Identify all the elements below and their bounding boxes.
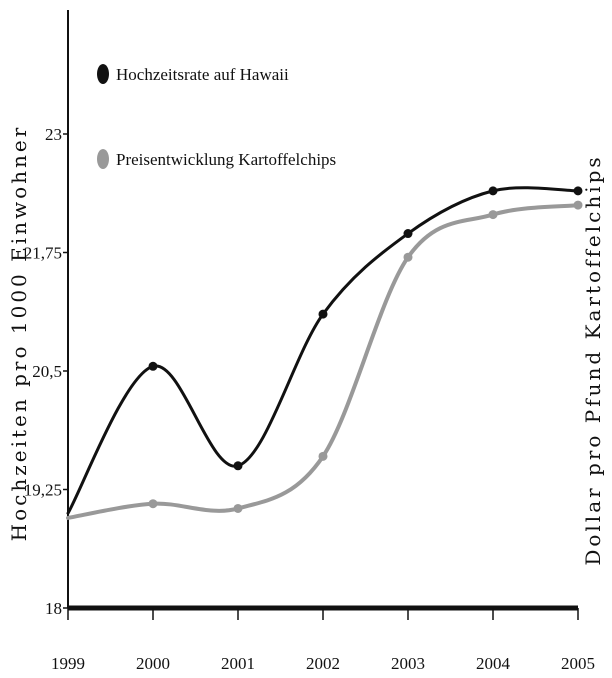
legend-swatch (97, 149, 109, 169)
data-point (488, 186, 498, 196)
series-line (66, 203, 580, 520)
x-axis: 1999 2000 2001 2002 2003 2004 2005 (51, 605, 595, 673)
data-point (488, 210, 498, 220)
data-point (318, 309, 328, 319)
y2-axis-title: Dollar pro Pfund Kartoffelchips (581, 154, 605, 565)
data-point (403, 252, 413, 262)
y2-axis-label: Dollar pro Pfund Kartoffelchips (581, 154, 605, 565)
y-axis: 18 19,25 20,5 21,75 23 (24, 10, 69, 618)
legend-label: Hochzeitsrate auf Hawaii (116, 65, 289, 84)
series-layer (66, 186, 583, 520)
x-tick-label: 2002 (306, 654, 340, 673)
data-point (233, 461, 243, 471)
data-point (403, 229, 413, 239)
y-axis-label: Hochzeiten pro 1000 Einwohner (7, 125, 31, 542)
x-tick-label: 1999 (51, 654, 85, 673)
y-tick-label: 20,5 (32, 362, 62, 381)
data-point (148, 361, 158, 371)
x-tick-label: 2001 (221, 654, 255, 673)
data-point (233, 503, 243, 513)
y-tick-label: 19,25 (24, 481, 62, 500)
data-point (148, 499, 158, 509)
data-point (573, 186, 583, 196)
legend-entry: Preisentwicklung Kartoffelchips (97, 149, 336, 169)
x-tick-label: 2004 (476, 654, 511, 673)
legend-label: Preisentwicklung Kartoffelchips (116, 150, 336, 169)
data-point (318, 451, 328, 461)
y-tick-label: 21,75 (24, 244, 62, 263)
y-tick-label: 18 (45, 599, 62, 618)
series-2 (66, 200, 583, 520)
x-tick-label: 2005 (561, 654, 595, 673)
data-point (573, 200, 583, 210)
series-line (66, 186, 580, 515)
legend: Hochzeitsrate auf Hawaii Preisentwicklung… (97, 64, 336, 169)
x-tick-label: 2003 (391, 654, 425, 673)
y-axis-title: Hochzeiten pro 1000 Einwohner (7, 125, 31, 542)
legend-entry: Hochzeitsrate auf Hawaii (97, 64, 289, 84)
x-tick-label: 2000 (136, 654, 170, 673)
series-1 (66, 186, 583, 515)
legend-swatch (97, 64, 109, 84)
y-tick-label: 23 (45, 125, 62, 144)
